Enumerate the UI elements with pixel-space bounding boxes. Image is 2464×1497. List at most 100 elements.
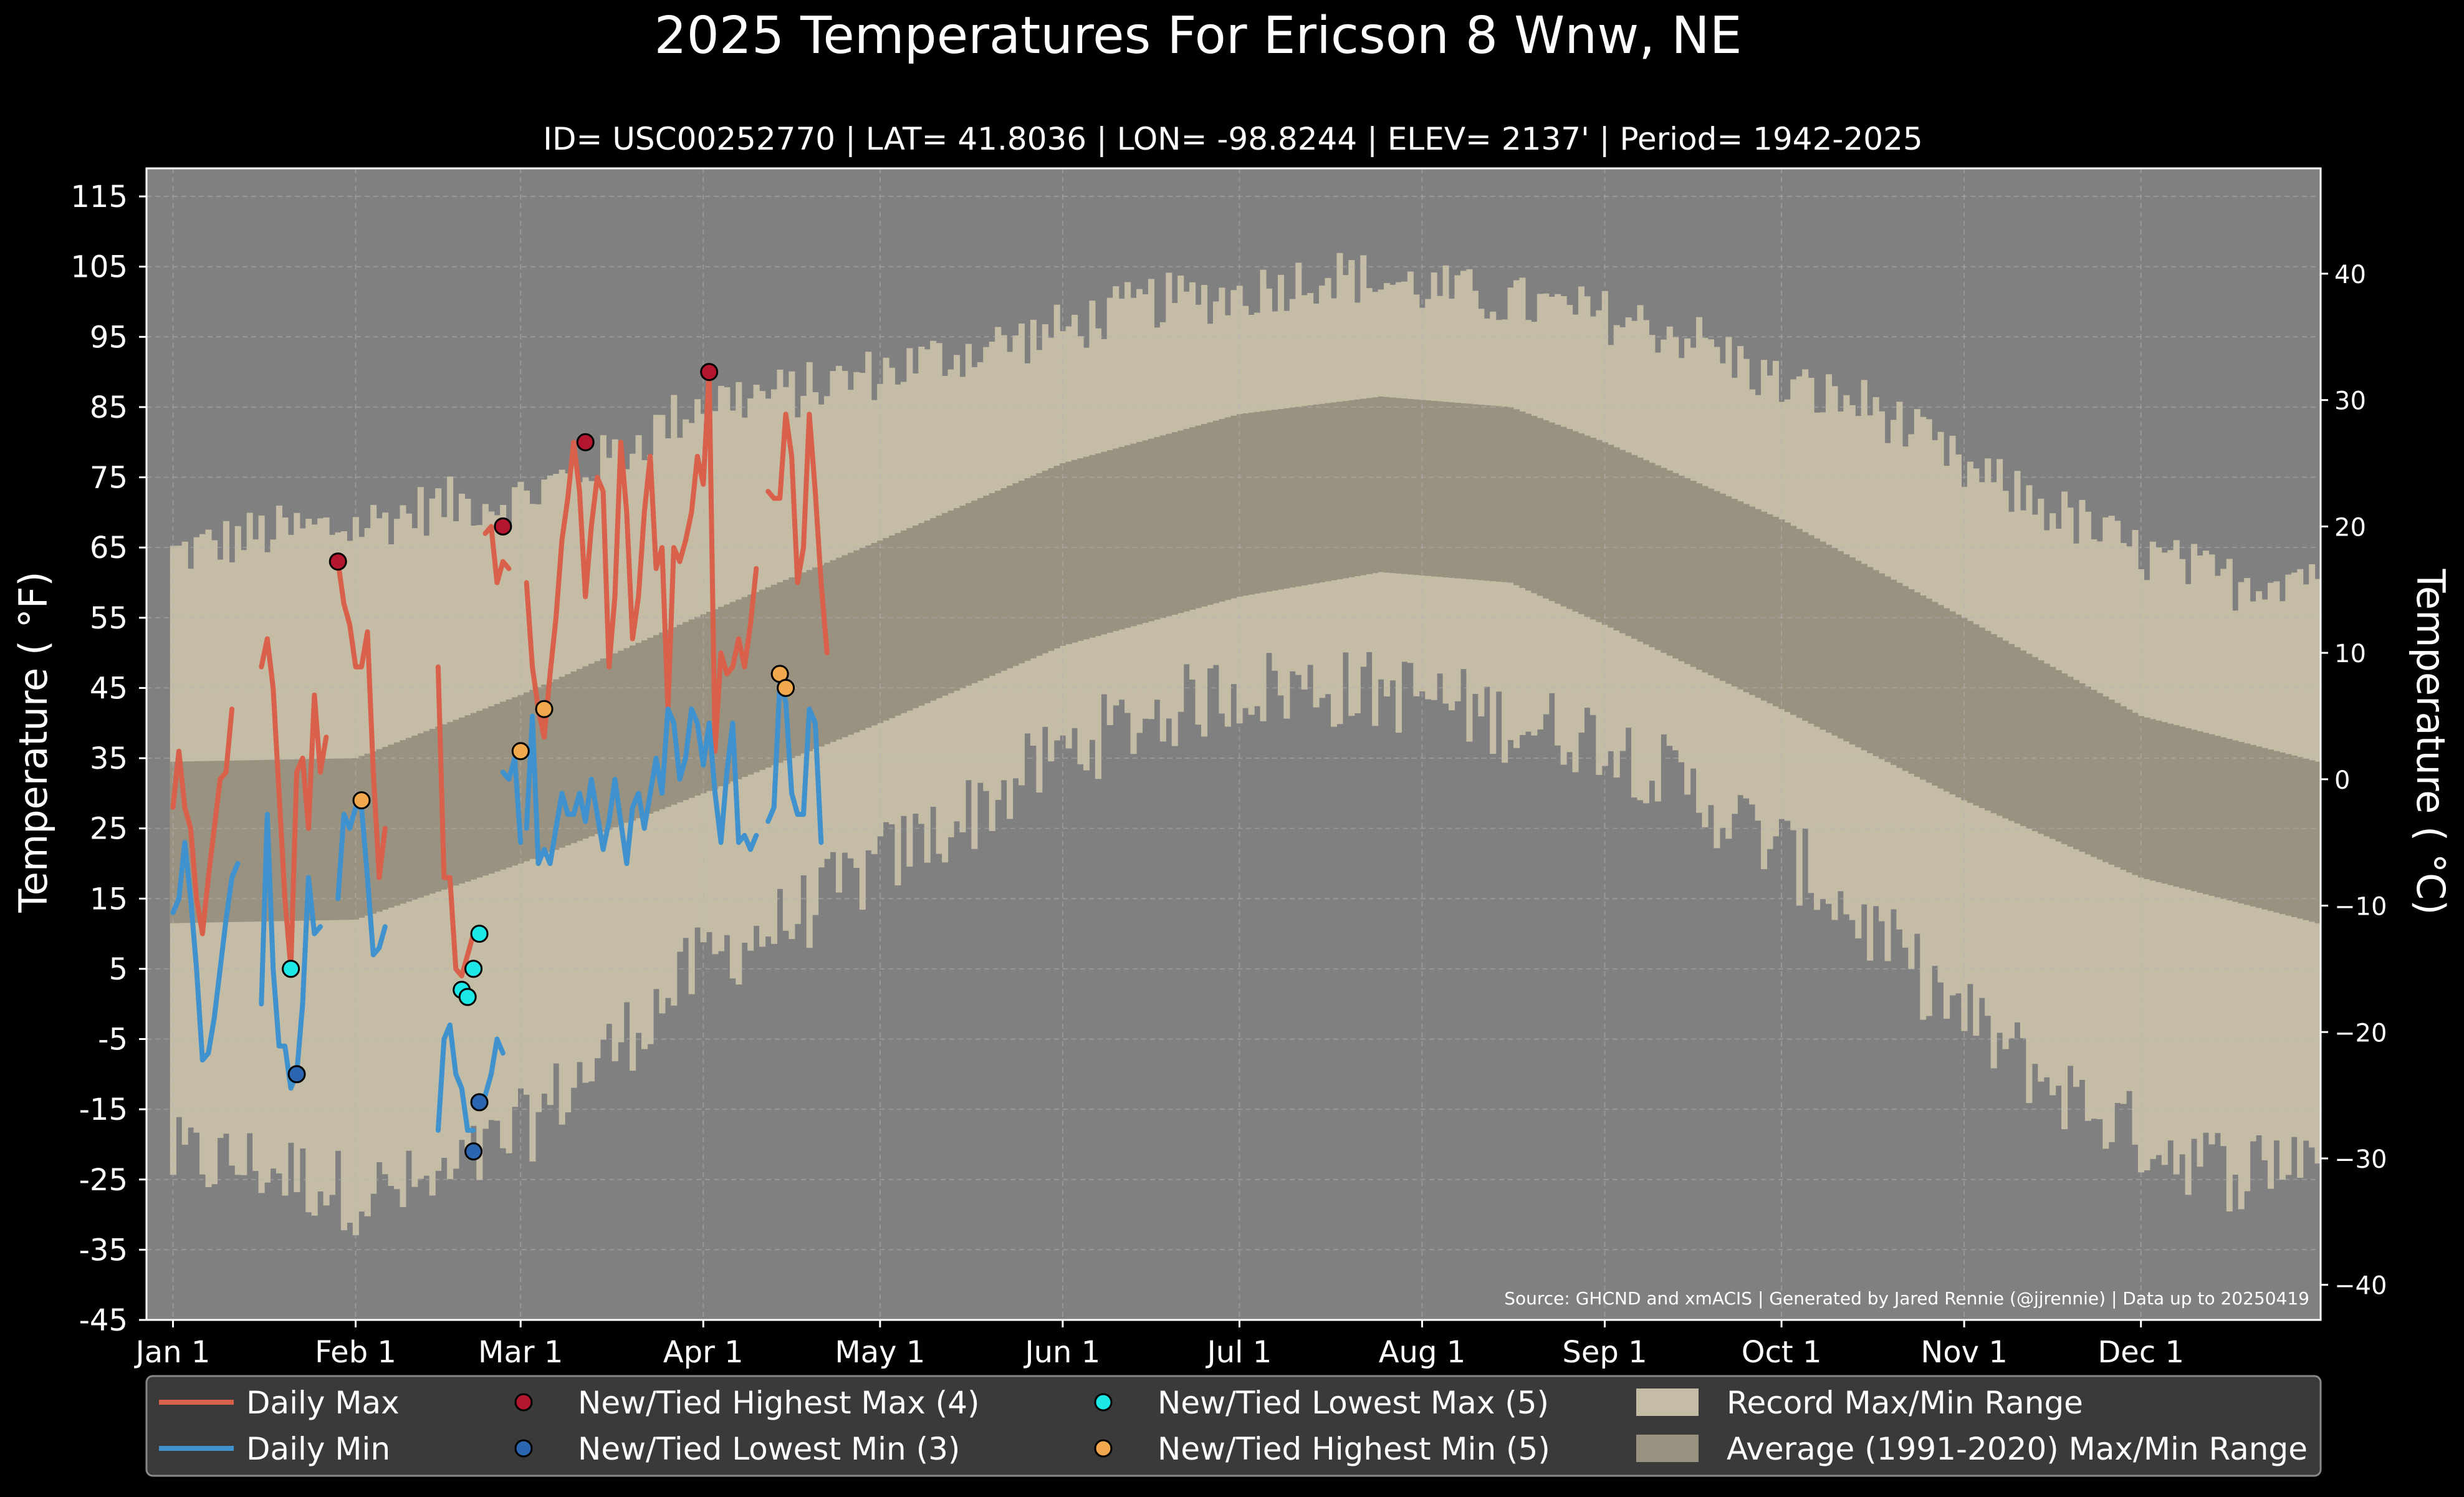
average-range-bar (1613, 447, 1620, 631)
average-range-bar (1896, 582, 1903, 768)
average-range-bar (942, 513, 949, 696)
average-range-bar (717, 607, 724, 787)
average-range-bar (464, 715, 471, 882)
average-range-bar (223, 761, 229, 923)
average-range-bar (2220, 737, 2227, 899)
series-line-segment (765, 412, 830, 656)
average-range-bar (2208, 734, 2215, 896)
average-range-bar (1884, 576, 1891, 763)
average-range-bar (647, 637, 654, 814)
average-range-bar (1083, 456, 1090, 640)
average-range-bar (1183, 428, 1190, 612)
average-range-bar (1642, 460, 1650, 645)
legend-label: Average (1991-2020) Max/Min Range (1727, 1431, 2308, 1467)
average-range-bar (618, 650, 625, 826)
legend-marker-swatch (514, 1393, 533, 1412)
average-range-bar (947, 510, 954, 693)
y-tick-label: 75 (90, 461, 128, 496)
average-range-bar (1384, 397, 1391, 573)
y-right-tick-label: 10 (2334, 640, 2366, 668)
record-marker (576, 433, 595, 451)
average-range-bar (1060, 463, 1067, 646)
average-range-bar (1130, 443, 1137, 627)
average-range-bar (1425, 400, 1432, 576)
average-range-bar (1649, 463, 1656, 648)
legend-label: New/Tied Highest Min (5) (1158, 1431, 1550, 1467)
average-range-bar (1814, 538, 1821, 727)
average-range-bar (1548, 422, 1555, 602)
average-range-bar (611, 653, 618, 827)
y-tick-label: -25 (79, 1163, 128, 1198)
average-range-bar (329, 758, 336, 920)
y-right-tick-label: 40 (2334, 261, 2366, 289)
average-range-bar (1342, 401, 1349, 579)
average-range-bar (741, 597, 748, 777)
average-range-bar (906, 527, 913, 711)
average-range-bar (1967, 621, 1973, 803)
average-range-bar (347, 758, 353, 920)
average-range-bar (1790, 526, 1797, 715)
average-range-bar (1490, 405, 1497, 582)
y-tick-label: -15 (79, 1092, 128, 1127)
y-right-tick-label: 30 (2334, 387, 2366, 416)
average-range-bar (1737, 501, 1744, 690)
average-range-bar (1413, 399, 1420, 575)
average-range-bar (1531, 415, 1538, 594)
average-range-bar (747, 594, 754, 775)
average-range-bar (1572, 431, 1579, 612)
average-range-bar (2161, 722, 2168, 884)
average-range-bar (1944, 608, 1950, 792)
average-range-bar (435, 726, 442, 892)
average-range-bar (1749, 506, 1756, 695)
average-range-bar (1171, 432, 1178, 615)
average-range-bar (894, 532, 901, 716)
average-range-bar (830, 560, 837, 742)
average-range-bar (954, 508, 961, 691)
average-range-bar (2084, 686, 2091, 855)
average-range-bar (1053, 466, 1060, 648)
average-range-bar (818, 565, 825, 747)
y-tick-label: 55 (90, 601, 128, 636)
average-range-bar (1596, 440, 1603, 622)
average-range-bar (853, 550, 860, 733)
y-tick-label: 25 (90, 812, 128, 847)
average-range-bar (1154, 436, 1161, 620)
average-range-bar (1378, 397, 1384, 572)
average-range-bar (1808, 535, 1814, 724)
average-range-bar (1159, 435, 1166, 619)
average-range-bar (859, 547, 866, 730)
average-range-bar (1219, 419, 1225, 602)
x-tick-label: Mar 1 (478, 1335, 563, 1370)
average-range-bar (370, 751, 377, 914)
average-range-bar (1236, 414, 1243, 597)
average-range-bar (317, 759, 324, 921)
average-range-bar (971, 500, 978, 683)
average-range-bar (234, 760, 241, 922)
series-line-segment (435, 664, 476, 979)
average-range-bar (671, 627, 678, 805)
y-tick-label: -35 (79, 1233, 128, 1268)
average-range-bar (1619, 450, 1626, 633)
record-marker (287, 1065, 306, 1084)
average-range-bar (1802, 532, 1809, 721)
average-range-bar (376, 749, 383, 912)
x-tick-label: Jan 1 (134, 1335, 211, 1370)
average-range-bar (405, 738, 412, 902)
legend-marker-swatch (514, 1439, 533, 1458)
average-range-bar (1584, 435, 1591, 617)
markers-new-tied-lowest-max-5- (282, 925, 489, 1006)
average-range-bar (1372, 397, 1379, 574)
average-range-bar (2031, 657, 2038, 832)
average-range-bar (600, 658, 606, 832)
average-range-bar (2261, 748, 2268, 910)
average-range-bar (1260, 411, 1267, 593)
chart-subtitle: ID= USC00252770 | LAT= 41.8036 | LON= -9… (543, 121, 1922, 157)
record-marker (470, 1093, 489, 1112)
average-range-bar (2244, 743, 2251, 905)
legend-patch-swatch (1636, 1435, 1699, 1462)
series-line-segment (524, 706, 759, 866)
average-range-bar (995, 490, 1002, 673)
series-line-segment (259, 636, 329, 971)
average-range-bar (1819, 541, 1826, 730)
